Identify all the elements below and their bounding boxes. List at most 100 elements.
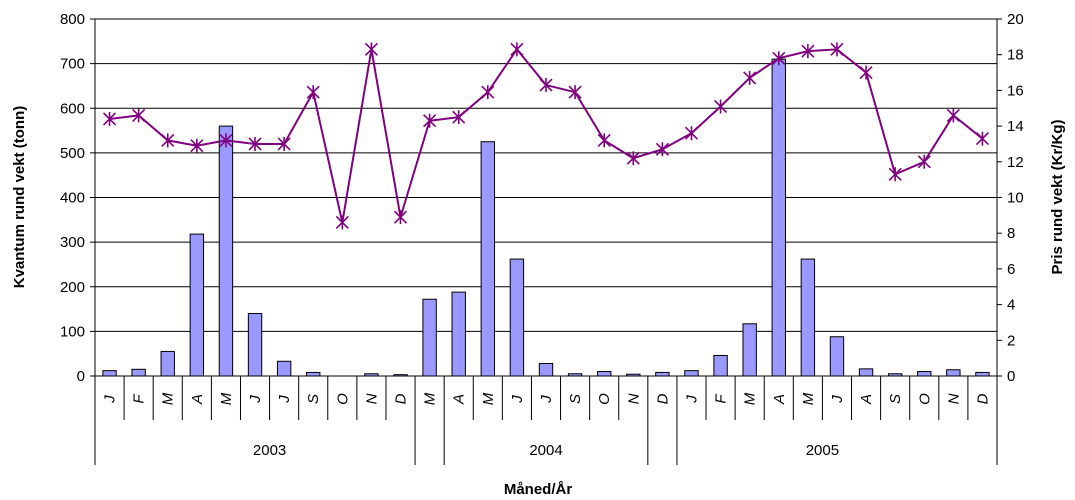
price-point — [830, 42, 844, 57]
price-point — [190, 138, 204, 153]
price-point — [277, 136, 291, 151]
price-point — [132, 108, 146, 123]
bar — [713, 354, 728, 377]
month-label: A — [771, 394, 788, 405]
bar — [422, 298, 437, 377]
left-tick-label: 600 — [60, 100, 85, 117]
bar — [800, 258, 816, 377]
line-series — [102, 42, 990, 230]
left-tick-label: 100 — [60, 323, 85, 340]
left-tick-label: 800 — [60, 11, 85, 28]
bar — [451, 291, 466, 377]
month-label: M — [422, 392, 439, 405]
right-tick-label: 8 — [1007, 225, 1015, 242]
bar — [946, 369, 961, 377]
bar — [218, 125, 234, 377]
month-label: O — [596, 393, 613, 405]
month-label: J — [538, 395, 555, 404]
bar — [247, 313, 263, 377]
right-tick-label: 20 — [1007, 11, 1024, 28]
month-label: S — [305, 394, 322, 404]
bar — [742, 323, 757, 377]
month-label: J — [683, 395, 700, 404]
price-line — [109, 47, 984, 223]
month-label: S — [567, 394, 584, 404]
month-label: D — [393, 393, 410, 404]
right-tick-label: 0 — [1007, 368, 1015, 385]
price-point — [917, 154, 931, 169]
right-tick-label: 18 — [1007, 47, 1024, 64]
month-label: M — [800, 392, 817, 405]
left-tick-label: 300 — [60, 234, 85, 251]
price-point — [423, 113, 437, 128]
month-label: A — [451, 394, 468, 405]
month-label: S — [887, 394, 904, 404]
price-point — [248, 136, 262, 151]
price-point — [306, 85, 320, 100]
month-label: M — [160, 392, 177, 405]
month-label: J — [276, 395, 293, 404]
x-axis-title: Måned/År — [504, 481, 573, 498]
y-axis-title-left: Kvantum rund vekt (tonn) — [11, 106, 28, 289]
left-tick-label: 200 — [60, 279, 85, 296]
left-axis-ticks: 0 100 200 300 400 500 600 700 800 — [60, 11, 95, 385]
price-point — [975, 131, 990, 146]
month-label: M — [480, 392, 497, 405]
left-tick-label: 500 — [60, 145, 85, 162]
month-label: M — [218, 392, 235, 405]
price-point — [161, 133, 175, 148]
price-point — [801, 44, 815, 59]
price-point — [102, 111, 117, 126]
year-labels: 2003 2004 2005 — [94, 420, 998, 465]
price-point — [684, 126, 699, 141]
bar — [655, 371, 670, 377]
month-label: O — [334, 393, 351, 405]
right-tick-label: 6 — [1007, 261, 1015, 278]
bar — [858, 368, 874, 377]
month-label: J — [102, 395, 119, 404]
bar-series — [102, 58, 990, 377]
y-axis-title-right: Pris rund vekt (Kr/Kg) — [1049, 119, 1066, 274]
month-label: F — [131, 394, 148, 404]
month-label: J — [509, 395, 526, 404]
left-tick-label: 0 — [77, 368, 85, 385]
month-label: A — [189, 394, 206, 405]
month-label: O — [916, 393, 933, 405]
bar — [480, 141, 495, 377]
month-label: M — [742, 392, 759, 405]
price-point — [626, 151, 640, 166]
year-label: 2004 — [529, 442, 562, 459]
right-tick-label: 16 — [1007, 82, 1024, 99]
bar — [538, 363, 554, 377]
price-point — [946, 108, 960, 123]
month-label: F — [713, 394, 730, 404]
bar — [160, 350, 175, 377]
bar — [975, 371, 990, 377]
bar — [597, 371, 612, 377]
month-label: D — [974, 393, 991, 404]
right-tick-label: 14 — [1007, 118, 1024, 135]
gridlines — [95, 18, 997, 332]
price-point — [743, 70, 757, 85]
price-point — [714, 99, 728, 114]
month-label: J — [829, 395, 846, 404]
price-point — [452, 110, 466, 125]
price-point — [364, 42, 378, 57]
price-point — [888, 167, 902, 182]
price-point — [568, 85, 582, 100]
bar — [131, 368, 146, 377]
bar — [771, 58, 786, 377]
bar — [509, 258, 525, 377]
price-point — [772, 51, 786, 66]
year-label: 2005 — [806, 442, 839, 459]
bar — [684, 370, 699, 377]
price-point — [597, 133, 611, 148]
month-label: J — [247, 395, 264, 404]
bar — [829, 336, 845, 377]
right-tick-label: 4 — [1007, 297, 1015, 314]
price-point — [539, 78, 553, 93]
bar — [306, 371, 321, 377]
right-axis-ticks: 0 2 4 6 8 10 12 14 16 18 20 — [997, 11, 1024, 385]
month-label: A — [858, 394, 875, 405]
